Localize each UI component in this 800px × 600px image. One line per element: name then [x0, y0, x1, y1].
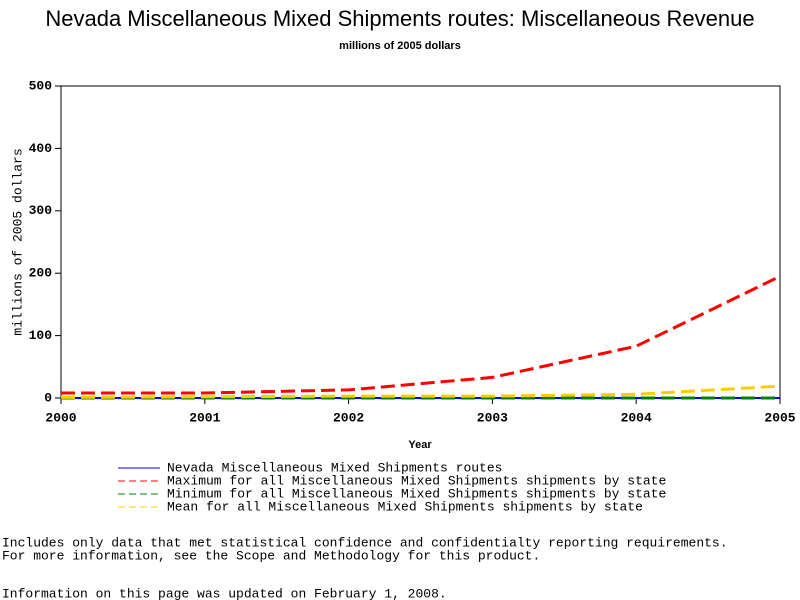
y-axis-label: millions of 2005 dollars [10, 148, 25, 335]
legend-label: Mean for all Miscellaneous Mixed Shipmen… [167, 499, 643, 514]
y-tick-label: 200 [29, 266, 53, 281]
x-tick-label: 2002 [333, 410, 364, 425]
chart-subtitle: millions of 2005 dollars [339, 40, 461, 52]
legend-label: Nevada Miscellaneous Mixed Shipments rou… [167, 460, 502, 475]
note: For more information, see the Scope and … [2, 548, 540, 563]
x-tick-label: 2000 [45, 410, 76, 425]
x-tick-label: 2005 [764, 410, 795, 425]
plot-frame [60, 85, 781, 399]
note: Information on this page was updated on … [2, 586, 447, 600]
y-tick-label: 300 [29, 203, 53, 218]
series-line [61, 274, 781, 395]
x-tick-label: 2003 [477, 410, 508, 425]
x-tick-label: 2004 [621, 410, 652, 425]
y-tick-label: 0 [44, 390, 52, 405]
note: Includes only data that met statistical … [2, 535, 728, 550]
x-tick-label: 2001 [189, 410, 220, 425]
y-tick-label: 400 [29, 141, 53, 156]
y-tick-label: 500 [29, 78, 53, 93]
chart-title: Nevada Miscellaneous Mixed Shipments rou… [45, 6, 754, 31]
y-tick-label: 100 [29, 328, 53, 343]
legend-label: Maximum for all Miscellaneous Mixed Ship… [167, 473, 666, 488]
x-axis-label: Year [408, 439, 432, 451]
legend-label: Minimum for all Miscellaneous Mixed Ship… [167, 486, 666, 501]
